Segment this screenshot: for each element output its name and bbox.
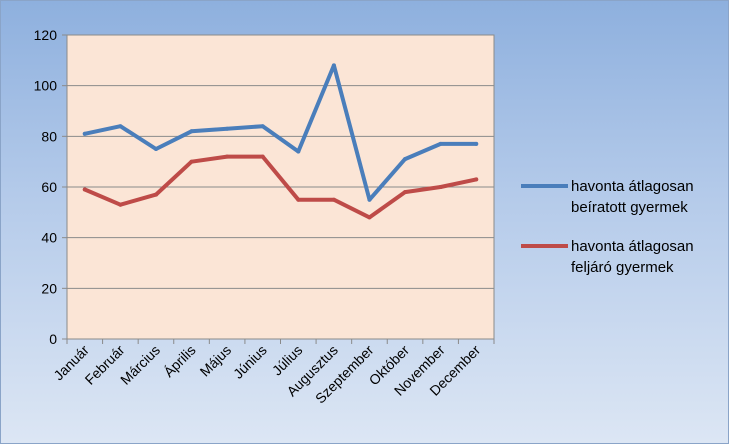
- data-point: [474, 177, 479, 182]
- x-axis: JanuárFebruárMárciusÁprilisMájusJúniusJú…: [50, 338, 495, 406]
- legend-label-line: beíratott gyermek: [571, 199, 688, 216]
- x-tick-label: Április: [160, 342, 198, 380]
- data-point: [403, 190, 407, 195]
- data-point: [331, 197, 336, 202]
- y-tick-label: 80: [41, 128, 57, 144]
- data-point: [331, 63, 336, 68]
- data-point: [438, 185, 443, 189]
- data-point: [189, 129, 194, 134]
- data-point: [225, 154, 230, 159]
- data-point: [367, 197, 372, 202]
- data-point: [154, 192, 158, 197]
- data-point: [118, 124, 123, 129]
- data-point: [296, 149, 301, 154]
- data-point: [438, 141, 443, 146]
- legend: havonta átlagosan beíratott gyermekhavont…: [521, 178, 694, 276]
- x-tick-label: Május: [197, 342, 235, 380]
- y-tick-label: 0: [49, 331, 57, 347]
- data-point: [154, 147, 158, 151]
- y-tick-label: 120: [34, 27, 58, 43]
- series-line-2: [82, 154, 479, 220]
- y-tick-label: 60: [41, 179, 57, 195]
- legend-label-1: havonta átlagosan beíratott gyermek: [571, 178, 694, 216]
- y-axis: 0 20 40 60 80 100 120: [34, 27, 67, 347]
- y-tick-label: 40: [41, 230, 57, 246]
- legend-label-line: havonta átlagosan: [571, 178, 694, 195]
- data-point: [82, 131, 87, 136]
- data-point: [260, 154, 265, 159]
- gridlines: [67, 34, 494, 289]
- data-point: [260, 124, 265, 129]
- x-tick-label: Június: [230, 342, 270, 382]
- data-point: [474, 141, 479, 146]
- x-tick-label: Március: [117, 342, 163, 388]
- data-point: [118, 202, 123, 207]
- data-point: [225, 126, 230, 131]
- legend-label-line: feljáró gyermek: [571, 259, 674, 276]
- data-point: [296, 197, 301, 202]
- y-tick-label: 100: [34, 78, 58, 94]
- series-layer: [82, 63, 479, 220]
- series-line-1: [82, 63, 479, 202]
- data-point: [82, 187, 87, 192]
- legend-label-2: havonta átlagosan feljáró gyermek: [571, 238, 694, 276]
- data-point: [189, 159, 194, 164]
- y-tick-label: 20: [41, 280, 57, 296]
- legend-label-line: havonta átlagosan: [571, 238, 694, 255]
- data-point: [367, 215, 372, 220]
- data-point: [403, 157, 407, 162]
